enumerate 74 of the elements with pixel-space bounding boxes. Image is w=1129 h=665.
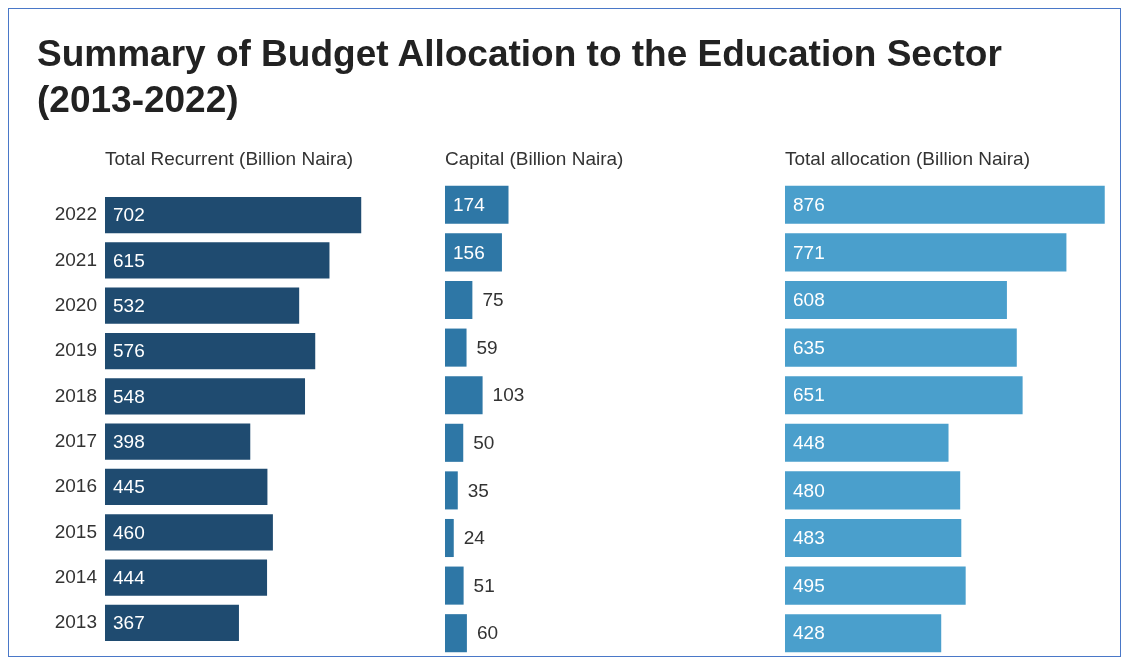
data-label: 24 bbox=[463, 527, 486, 549]
bar bbox=[105, 559, 268, 596]
data-label: 483 bbox=[793, 527, 825, 549]
y-tick-label: 2014 bbox=[54, 565, 98, 587]
data-label: 576 bbox=[113, 340, 145, 362]
y-tick-label: 2013 bbox=[54, 611, 97, 633]
chart-subtitle: Capital (Billion Naira) bbox=[445, 148, 624, 170]
bar bbox=[785, 566, 966, 605]
bar bbox=[445, 471, 458, 510]
bar bbox=[445, 280, 473, 320]
chart-subtitle: Total allocation (Billion Naira) bbox=[785, 148, 1030, 170]
bar bbox=[445, 233, 502, 272]
bar bbox=[105, 514, 273, 551]
bar bbox=[105, 242, 330, 279]
data-label: 480 bbox=[793, 479, 825, 501]
bar bbox=[105, 604, 239, 642]
bar bbox=[445, 614, 467, 653]
y-tick-label: 2021 bbox=[54, 248, 97, 270]
y-tick-label: 2016 bbox=[54, 475, 97, 497]
data-label: 445 bbox=[113, 476, 145, 498]
bar bbox=[785, 185, 1105, 224]
data-label: 174 bbox=[453, 194, 486, 216]
bar bbox=[105, 423, 251, 460]
bar bbox=[445, 518, 454, 558]
data-label: 51 bbox=[473, 574, 495, 596]
data-label: 75 bbox=[482, 289, 504, 311]
data-label: 398 bbox=[113, 430, 145, 452]
bar bbox=[785, 280, 1007, 320]
bar bbox=[105, 332, 316, 370]
bar bbox=[105, 287, 300, 324]
bar bbox=[785, 471, 961, 510]
data-label: 615 bbox=[113, 249, 145, 271]
bar bbox=[785, 614, 942, 653]
bar bbox=[785, 376, 1023, 415]
text: Summary of Budget Allocation to the Education Sector (2013-2022) bbox=[37, 32, 1003, 122]
y-tick-label: 2019 bbox=[54, 339, 97, 361]
data-label: 156 bbox=[453, 241, 485, 263]
y-tick-label: 2020 bbox=[54, 293, 97, 315]
data-label: 532 bbox=[113, 294, 145, 316]
data-label: 702 bbox=[113, 204, 145, 226]
data-label: 608 bbox=[793, 289, 825, 311]
data-label: 428 bbox=[793, 622, 825, 644]
bar bbox=[785, 328, 1017, 367]
y-tick-label: 2022 bbox=[54, 203, 97, 225]
data-label: 495 bbox=[793, 574, 825, 596]
y-tick-label: 2017 bbox=[54, 429, 97, 451]
data-label: 60 bbox=[476, 622, 499, 644]
data-label: 460 bbox=[113, 521, 145, 543]
bar bbox=[785, 423, 949, 462]
bar bbox=[445, 185, 509, 224]
bar bbox=[105, 468, 268, 506]
bar bbox=[445, 423, 464, 462]
data-label: 771 bbox=[793, 241, 825, 263]
chart-subtitle: Total Recurrent (Billion Naira) bbox=[105, 148, 354, 170]
data-label: 50 bbox=[473, 432, 495, 454]
data-label: 635 bbox=[793, 336, 825, 358]
data-label: 548 bbox=[113, 385, 145, 407]
data-label: 448 bbox=[793, 432, 825, 454]
bar bbox=[445, 376, 483, 415]
data-label: 35 bbox=[467, 479, 489, 501]
bar bbox=[105, 196, 362, 234]
bar bbox=[785, 233, 1067, 272]
bar bbox=[105, 378, 306, 415]
bar bbox=[445, 328, 467, 367]
data-label: 59 bbox=[476, 336, 498, 358]
bar bbox=[445, 566, 464, 605]
data-label: 103 bbox=[492, 384, 525, 406]
bar bbox=[785, 518, 962, 558]
y-tick-label: 2015 bbox=[54, 520, 97, 542]
data-label: 876 bbox=[793, 194, 825, 216]
data-label: 367 bbox=[113, 612, 145, 634]
data-label: 651 bbox=[793, 384, 825, 406]
y-tick-label: 2018 bbox=[54, 384, 97, 406]
data-label: 444 bbox=[113, 566, 146, 588]
